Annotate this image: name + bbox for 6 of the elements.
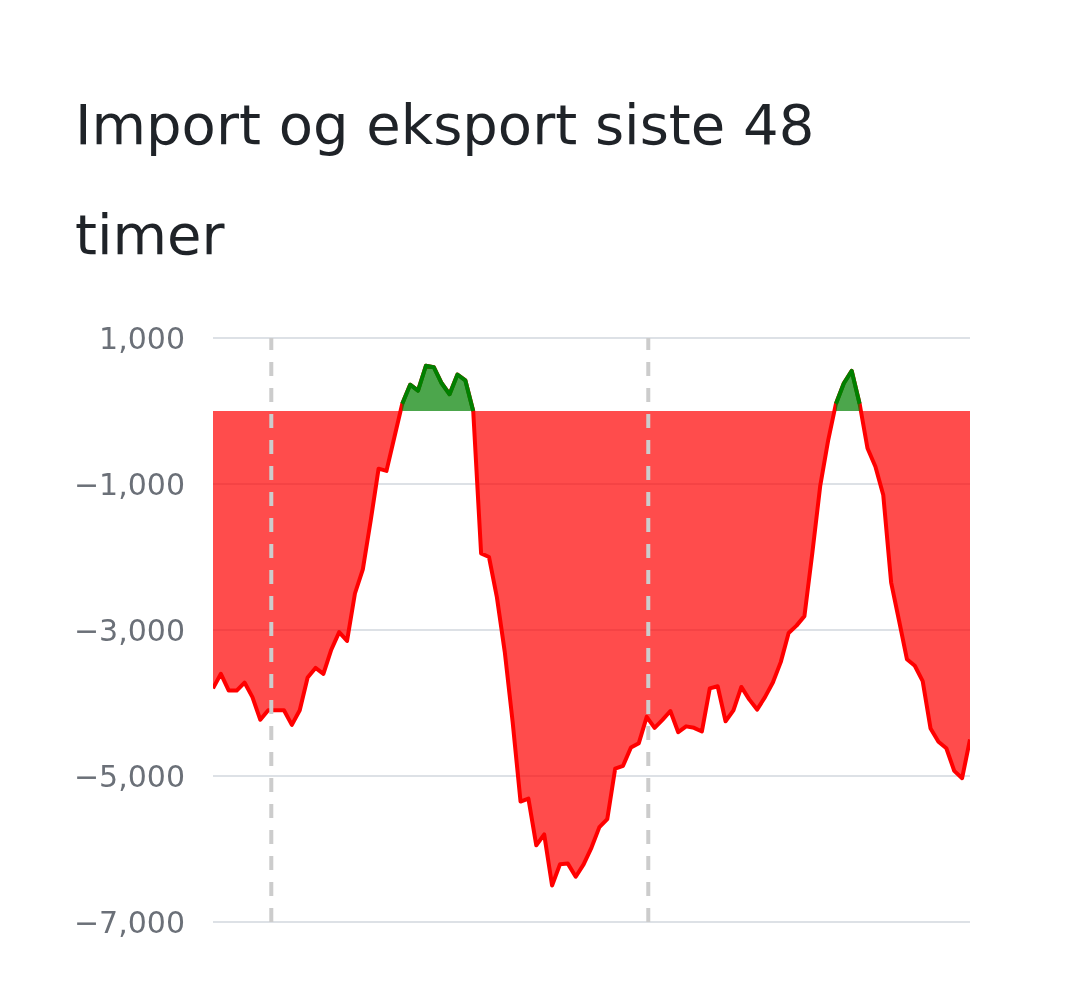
- y-tick-label: −7,000: [73, 904, 185, 940]
- y-tick-label: 1,000: [99, 320, 185, 356]
- y-tick-label: −3,000: [73, 612, 185, 648]
- y-tick-label: −1,000: [73, 466, 185, 502]
- chart-title: Import og eksport siste 48 timer: [75, 91, 816, 269]
- y-tick-label: −5,000: [73, 758, 185, 794]
